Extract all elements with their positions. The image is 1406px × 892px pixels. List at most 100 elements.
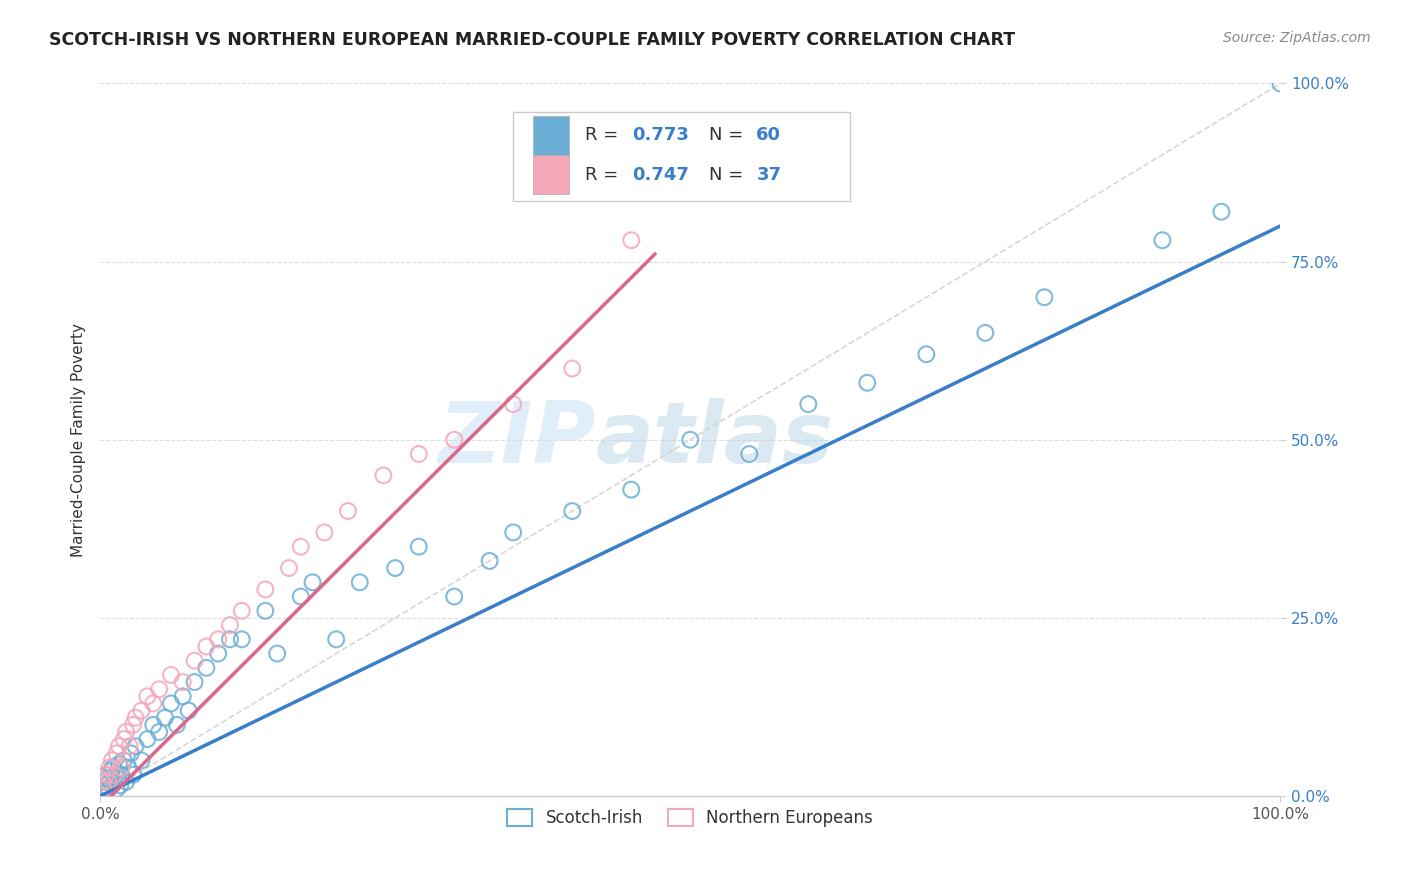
Y-axis label: Married-Couple Family Poverty: Married-Couple Family Poverty [72, 323, 86, 557]
Point [103, 768, 125, 782]
Point [183, 654, 205, 668]
Text: R =: R = [585, 127, 624, 145]
Text: N =: N = [709, 166, 749, 184]
Point [94, 768, 117, 782]
Point [915, 347, 938, 361]
Text: N =: N = [709, 127, 749, 145]
Text: 37: 37 [756, 166, 782, 184]
Point [620, 233, 643, 247]
Point [107, 772, 129, 786]
Point [105, 747, 128, 761]
Point [207, 647, 229, 661]
Point [797, 397, 820, 411]
Text: ZIP: ZIP [439, 398, 596, 482]
Point [101, 761, 124, 775]
Point [94, 768, 117, 782]
Point [443, 433, 465, 447]
Point [290, 540, 312, 554]
Point [172, 690, 194, 704]
FancyBboxPatch shape [533, 116, 568, 155]
Point [231, 604, 253, 618]
Point [104, 768, 127, 782]
Point [183, 675, 205, 690]
Point [679, 433, 702, 447]
Point [266, 647, 288, 661]
Point [105, 781, 128, 796]
Point [122, 718, 145, 732]
Point [110, 768, 132, 782]
Point [384, 561, 406, 575]
Text: Source: ZipAtlas.com: Source: ZipAtlas.com [1223, 31, 1371, 45]
Point [443, 590, 465, 604]
Point [231, 632, 253, 647]
Point [349, 575, 371, 590]
Point [172, 675, 194, 690]
Point [91, 774, 114, 789]
Point [177, 704, 200, 718]
Point [254, 582, 277, 597]
Point [94, 778, 117, 792]
Point [91, 781, 114, 796]
Point [278, 561, 301, 575]
Point [1152, 233, 1174, 247]
Point [314, 525, 336, 540]
FancyBboxPatch shape [533, 155, 568, 194]
Point [502, 525, 524, 540]
Point [148, 682, 170, 697]
Point [98, 774, 121, 789]
Point [115, 725, 138, 739]
Legend: Scotch-Irish, Northern Europeans: Scotch-Irish, Northern Europeans [501, 803, 880, 834]
Point [195, 661, 218, 675]
Point [112, 754, 135, 768]
Point [207, 632, 229, 647]
Point [142, 697, 165, 711]
Point [620, 483, 643, 497]
Point [254, 604, 277, 618]
Point [142, 718, 165, 732]
Point [100, 764, 122, 779]
Point [131, 704, 153, 718]
Text: atlas: atlas [596, 398, 834, 482]
Point [219, 618, 242, 632]
Text: 60: 60 [756, 127, 782, 145]
Point [337, 504, 360, 518]
Point [118, 739, 141, 754]
Point [131, 754, 153, 768]
Point [290, 590, 312, 604]
Point [124, 739, 146, 754]
Point [408, 540, 430, 554]
Point [1211, 204, 1233, 219]
Point [301, 575, 323, 590]
Point [101, 754, 124, 768]
Point [408, 447, 430, 461]
Point [98, 761, 121, 775]
Point [93, 774, 115, 789]
Text: 0.747: 0.747 [633, 166, 689, 184]
Point [148, 725, 170, 739]
Point [103, 774, 125, 789]
Point [373, 468, 395, 483]
Point [1270, 77, 1292, 91]
Point [974, 326, 997, 340]
Point [110, 761, 132, 775]
Point [93, 781, 115, 796]
Point [136, 732, 159, 747]
Point [478, 554, 501, 568]
Point [112, 732, 135, 747]
Point [219, 632, 242, 647]
Point [738, 447, 761, 461]
Text: R =: R = [585, 166, 624, 184]
Point [117, 761, 139, 775]
Text: 0.773: 0.773 [633, 127, 689, 145]
Point [108, 739, 131, 754]
Point [160, 668, 183, 682]
Point [166, 718, 188, 732]
Point [108, 778, 131, 792]
Point [502, 397, 524, 411]
Point [120, 747, 142, 761]
Point [108, 757, 131, 772]
Point [96, 772, 118, 786]
Point [115, 774, 138, 789]
Point [101, 778, 124, 792]
Point [561, 361, 583, 376]
